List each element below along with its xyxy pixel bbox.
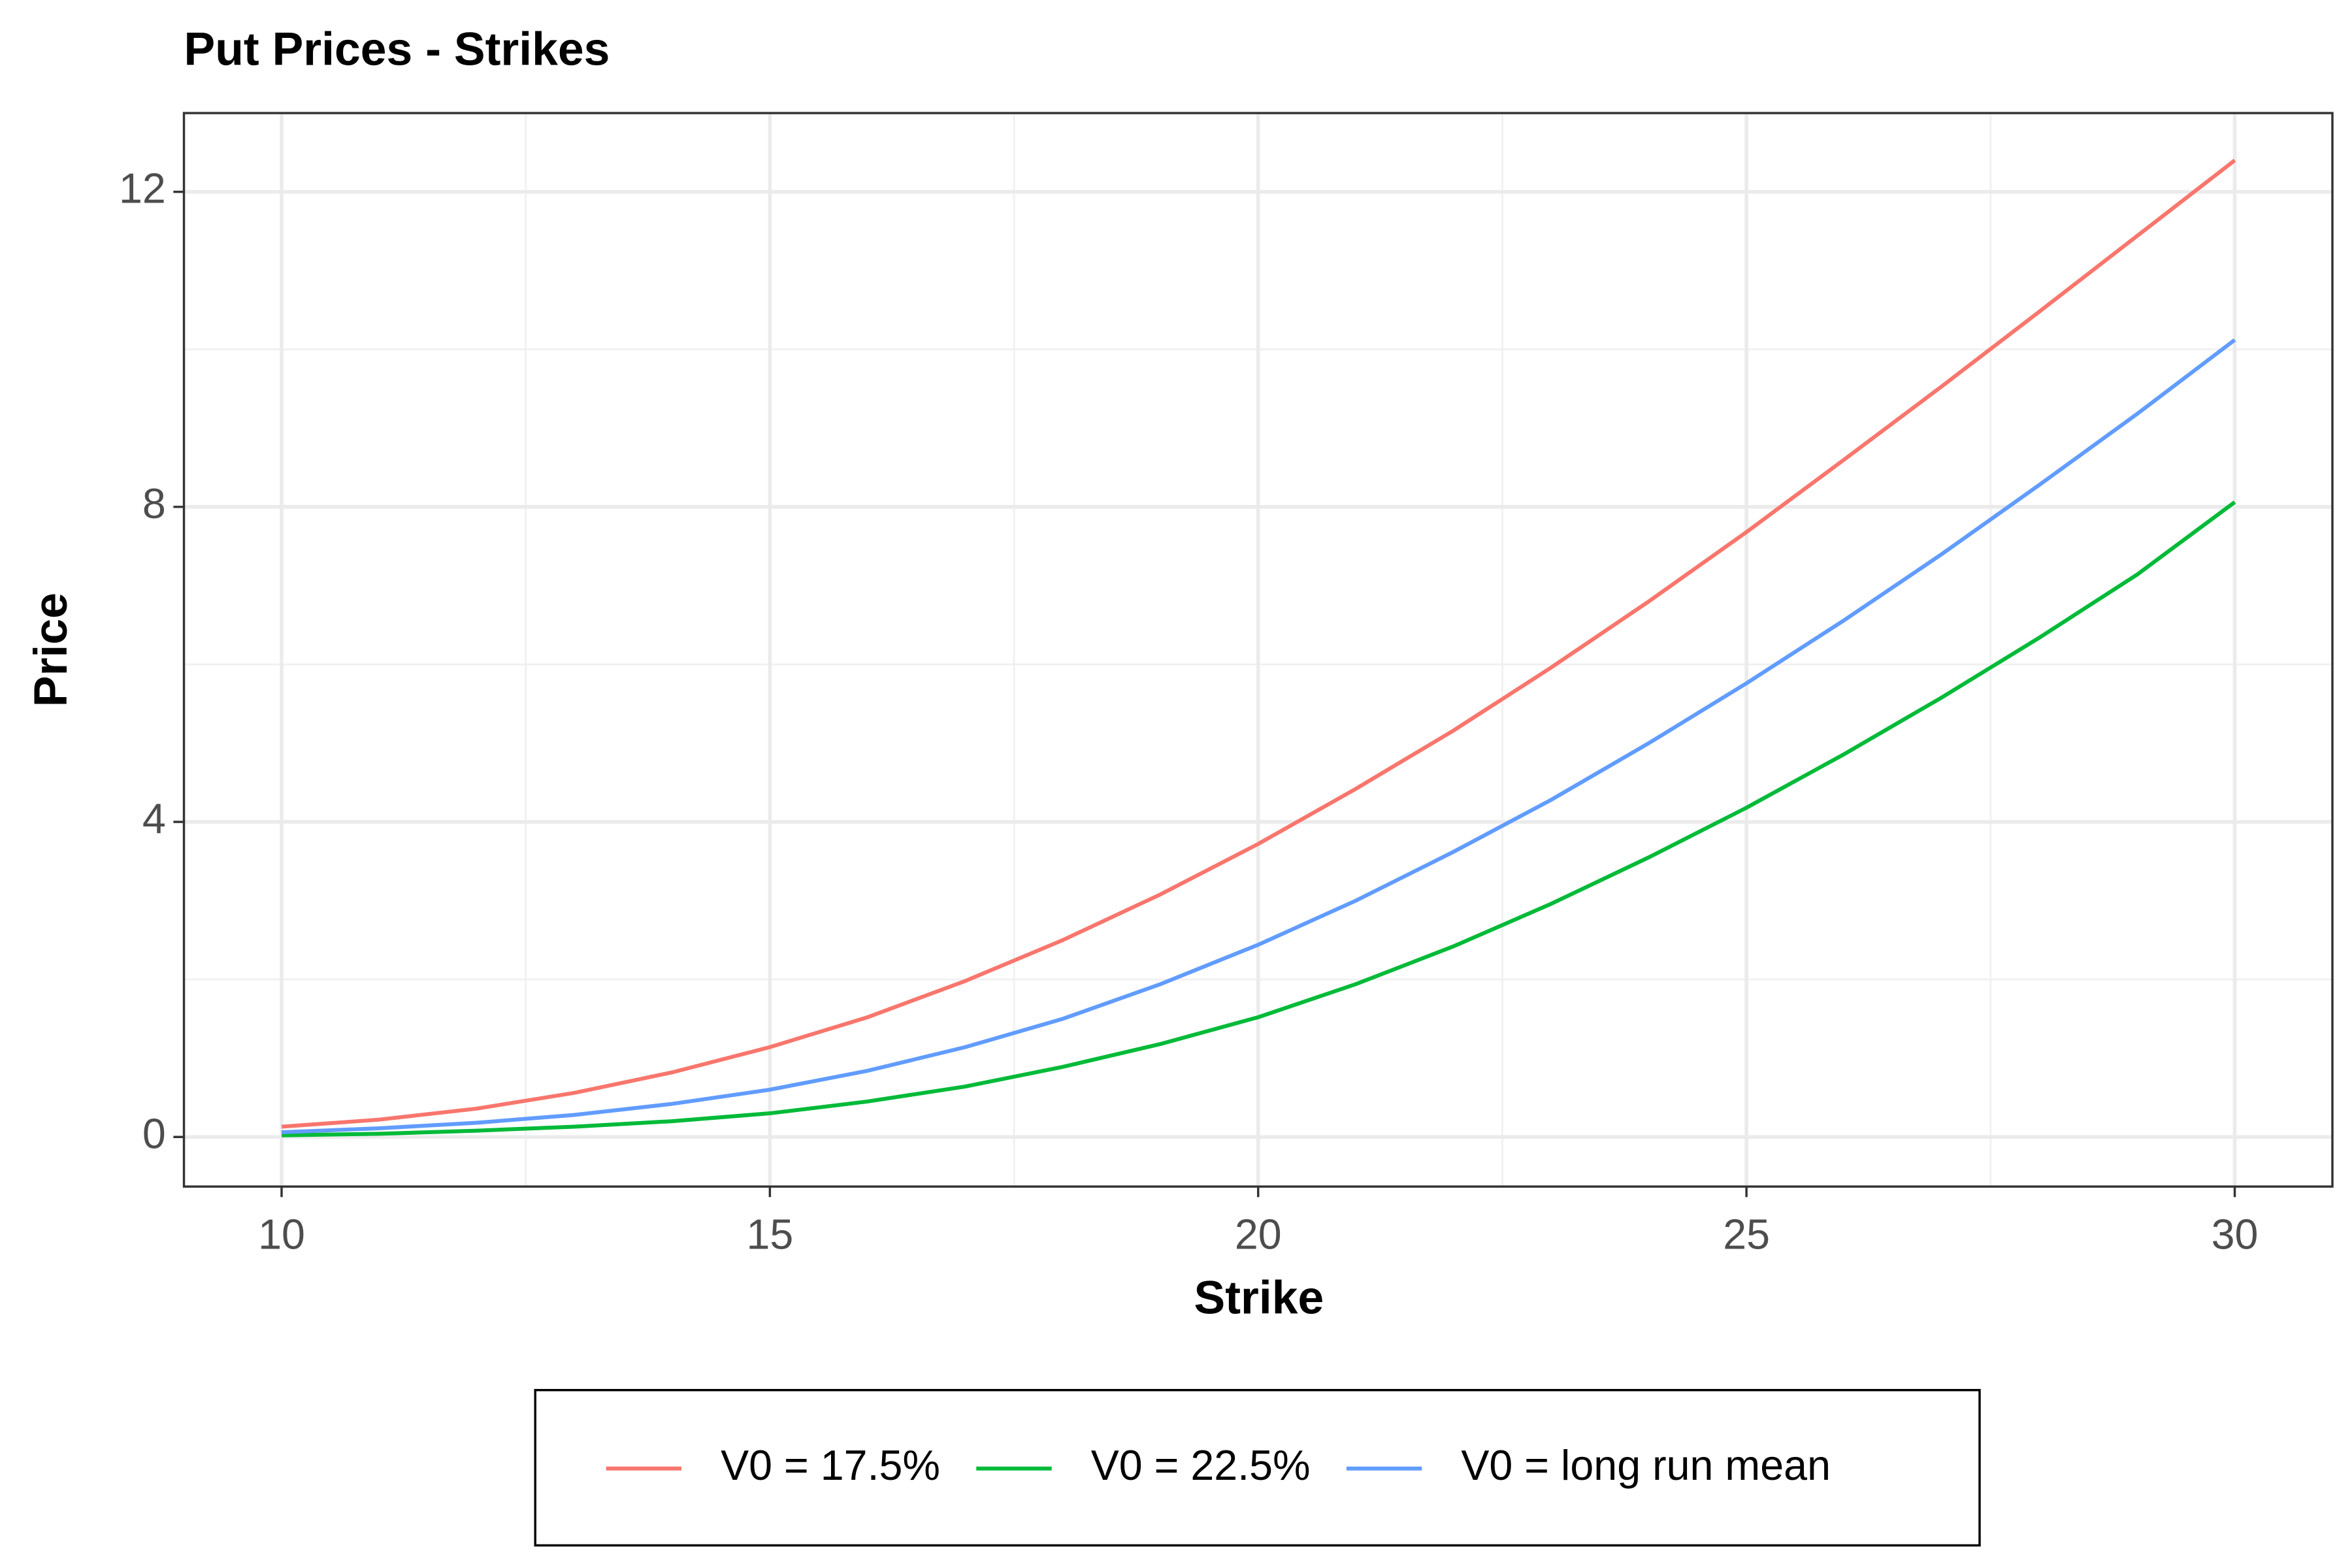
legend: V0 = 17.5% V0 = 22.5% V0 = long run mean	[606, 1442, 1831, 1489]
series-line	[281, 338, 2236, 1134]
y-tick-label: 0	[142, 1110, 166, 1157]
series-line	[281, 159, 2236, 1129]
chart-title: Put Prices - Strikes	[184, 24, 610, 76]
lines	[281, 159, 2236, 1137]
legend-label: V0 = 22.5%	[1091, 1442, 1311, 1489]
y-tick-label: 8	[142, 480, 166, 527]
x-axis-title: Strike	[1194, 1271, 1324, 1324]
legend-label: V0 = 17.5%	[721, 1442, 940, 1489]
x-tick-label: 25	[1723, 1211, 1770, 1258]
x-tick-label: 10	[258, 1211, 305, 1258]
x-tick-label: 15	[746, 1211, 793, 1258]
grid	[184, 113, 2332, 1187]
x-tick-label: 20	[1235, 1211, 1282, 1258]
y-tick-label: 12	[119, 165, 166, 212]
axes: 10 15 20 25 30 0 4 8 12	[119, 165, 2258, 1258]
y-axis-title: Price	[25, 593, 77, 707]
legend-box	[534, 1388, 1981, 1547]
x-tick-label: 30	[2212, 1211, 2259, 1258]
series-line	[281, 500, 2236, 1137]
legend-label: V0 = long run mean	[1461, 1442, 1831, 1489]
y-tick-label: 4	[142, 795, 166, 842]
